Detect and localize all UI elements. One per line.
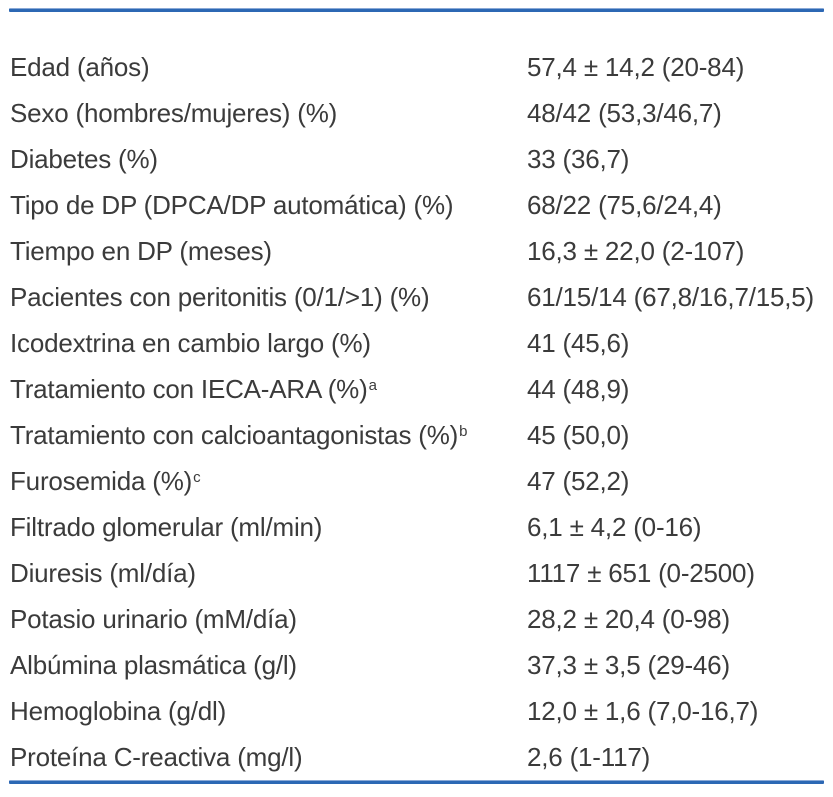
row-value: 1117 ± 651 (0-2500) [527,558,755,588]
table-row: Sexo (hombres/mujeres) (%) 48/42 (53,3/4… [9,90,824,136]
table-row: Potasio urinario (mM/día) 28,2 ± 20,4 (0… [9,596,824,642]
row-value: 48/42 (53,3/46,7) [527,98,722,128]
row-label: Pacientes con peritonitis (0/1/>1) (%) [10,282,430,312]
row-footnote-marker: c [193,469,201,486]
row-label: Hemoglobina (g/dl) [10,696,227,726]
row-label: Albúmina plasmática (g/l) [10,650,297,680]
row-value: 16,3 ± 22,0 (2-107) [527,236,745,266]
table-row: Edad (años) 57,4 ± 14,2 (20-84) [9,44,824,90]
table-row: Filtrado glomerular (ml/min) 6,1 ± 4,2 (… [9,504,824,550]
table-row: Proteína C-reactiva (mg/l) 2,6 (1-117) [9,734,824,780]
table-top-rule [9,8,824,12]
row-label: Furosemida (%) [10,466,193,496]
table-row: Tratamiento con calcioantagonistas (%)b … [9,412,824,458]
row-value: 28,2 ± 20,4 (0-98) [527,604,730,634]
row-label: Edad (años) [10,52,150,82]
row-label: Diabetes (%) [10,144,158,174]
table-row: Diuresis (ml/día) 1117 ± 651 (0-2500) [9,550,824,596]
row-value: 12,0 ± 1,6 (7,0-16,7) [527,696,759,726]
row-value: 57,4 ± 14,2 (20-84) [527,52,745,82]
row-label: Tipo de DP (DPCA/DP automática) (%) [10,190,454,220]
row-value: 2,6 (1-117) [527,742,651,772]
table-row: Furosemida (%)c 47 (52,2) [9,458,824,504]
table-row: Tratamiento con IECA-ARA (%)a 44 (48,9) [9,366,824,412]
row-value: 6,1 ± 4,2 (0-16) [527,512,702,542]
row-value: 61/15/14 (67,8/16,7/15,5) [527,282,815,312]
table-row: Diabetes (%) 33 (36,7) [9,136,824,182]
row-label: Tiempo en DP (meses) [10,236,272,266]
table-row: Icodextrina en cambio largo (%) 41 (45,6… [9,320,824,366]
table-row: Tipo de DP (DPCA/DP automática) (%) 68/2… [9,182,824,228]
table-row: Tiempo en DP (meses) 16,3 ± 22,0 (2-107) [9,228,824,274]
table-bottom-rule [9,780,824,784]
row-value: 41 (45,6) [527,328,630,358]
row-value: 68/22 (75,6/24,4) [527,190,722,220]
row-label: Diuresis (ml/día) [10,558,196,588]
table-body: Edad (años) 57,4 ± 14,2 (20-84) Sexo (ho… [9,44,824,780]
table-row: Pacientes con peritonitis (0/1/>1) (%) 6… [9,274,824,320]
row-footnote-marker: b [459,423,468,440]
table-row: Albúmina plasmática (g/l) 37,3 ± 3,5 (29… [9,642,824,688]
row-label: Tratamiento con IECA-ARA (%) [10,374,368,404]
row-label: Sexo (hombres/mujeres) (%) [10,98,338,128]
row-label: Tratamiento con calcioantagonistas (%) [10,420,459,450]
row-value: 44 (48,9) [527,374,630,404]
row-label: Filtrado glomerular (ml/min) [10,512,323,542]
row-label: Icodextrina en cambio largo (%) [10,328,371,358]
table-row: Hemoglobina (g/dl) 12,0 ± 1,6 (7,0-16,7) [9,688,824,734]
row-value: 37,3 ± 3,5 (29-46) [527,650,730,680]
row-value: 47 (52,2) [527,466,630,496]
row-value: 33 (36,7) [527,144,630,174]
row-value: 45 (50,0) [527,420,630,450]
row-label: Potasio urinario (mM/día) [10,604,297,634]
row-label: Proteína C-reactiva (mg/l) [10,742,303,772]
row-footnote-marker: a [368,377,377,394]
